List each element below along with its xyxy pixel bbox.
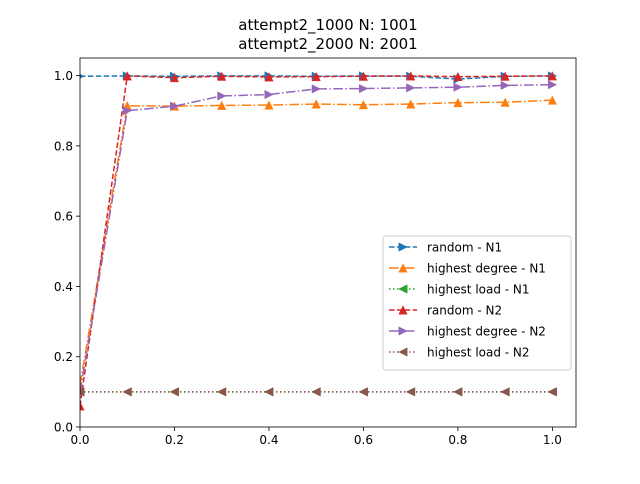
data-point-marker: [500, 80, 510, 91]
legend-label: highest degree - N2: [427, 325, 546, 339]
data-point-marker: [169, 72, 180, 83]
legend-item: highest degree - N1: [389, 262, 546, 276]
y-tick-label: 0.6: [54, 210, 73, 224]
data-point-marker: [311, 71, 321, 82]
data-point-marker: [80, 401, 85, 411]
legend-marker-sample: [398, 242, 408, 252]
data-point-marker: [547, 95, 557, 105]
x-tick-label: 0.2: [165, 433, 184, 447]
data-point-marker: [406, 99, 416, 109]
series-highestload-n2: [80, 387, 557, 397]
data-point-marker: [170, 101, 180, 111]
y-tick-label: 0.4: [54, 280, 73, 294]
legend-label: random - N1: [427, 241, 502, 255]
legend-marker-sample: [398, 347, 408, 357]
data-point-marker: [358, 71, 369, 81]
data-point-marker: [264, 89, 274, 100]
data-point-marker: [80, 73, 85, 79]
y-tick-label: 0.2: [54, 350, 73, 364]
data-point-marker: [80, 387, 85, 397]
data-point-marker: [122, 106, 132, 116]
legend-item: highest degree - N2: [389, 325, 546, 339]
chart-title-line-2: attempt2_2000 N: 2001: [238, 35, 417, 54]
axes: 0.0 0.2 0.4 0.6 0.8 1.0 0.0 0.2 0.4 0.6 0.8 1.0: [54, 57, 577, 447]
series-random-n2: [80, 71, 557, 411]
data-point-marker: [500, 387, 510, 397]
data-point-marker: [500, 97, 510, 107]
data-point-marker: [358, 99, 369, 110]
data-point-marker: [311, 387, 321, 397]
data-point-marker: [358, 83, 369, 94]
legend-item: random - N2: [389, 304, 502, 318]
legend-label: highest degree - N1: [427, 262, 546, 276]
data-point-marker: [122, 71, 132, 81]
chart-title-line-1: attempt2_1000 N: 1001: [238, 16, 417, 35]
legend: random - N1 highest degree - N1 highest lo…: [382, 235, 572, 371]
legend-item: highest load - N2: [389, 346, 530, 360]
data-point-marker: [406, 83, 416, 93]
legend-label: highest load - N2: [427, 346, 530, 360]
data-point-marker: [500, 71, 510, 81]
series-line: [80, 99, 553, 385]
data-point-marker: [406, 71, 416, 81]
y-tick-label: 0.0: [54, 421, 73, 435]
plot-area: [80, 71, 558, 411]
series-highestdegree-n2: [80, 80, 558, 395]
data-point-marker: [547, 387, 557, 397]
data-point-marker: [311, 84, 321, 94]
data-point-marker: [547, 71, 557, 81]
data-point-marker: [405, 387, 416, 397]
legend-label: highest load - N1: [427, 283, 530, 297]
data-point-marker: [311, 99, 321, 109]
data-point-marker: [358, 387, 368, 397]
legend-marker-sample: [398, 284, 408, 294]
legend-label: random - N2: [427, 304, 502, 318]
data-point-marker: [217, 91, 227, 101]
data-point-marker: [453, 97, 463, 108]
axes-frame: [79, 57, 577, 428]
legend-marker-sample: [398, 326, 408, 336]
series-line: [80, 83, 553, 392]
data-point-marker: [169, 387, 179, 397]
data-point-marker: [217, 71, 227, 81]
data-point-marker: [264, 72, 274, 82]
y-tick-label: 1.0: [54, 69, 73, 83]
data-point-marker: [547, 80, 558, 90]
x-tick-label: 0.6: [354, 433, 373, 447]
legend-box: [382, 235, 572, 371]
data-point-marker: [453, 82, 463, 92]
data-point-marker: [264, 100, 274, 110]
y-tick-label: 0.8: [54, 139, 73, 153]
x-tick-label: 0.8: [448, 433, 467, 447]
data-point-marker: [216, 387, 227, 397]
data-point-marker: [217, 100, 227, 110]
data-point-marker: [453, 71, 463, 82]
data-point-marker: [453, 387, 463, 397]
x-tick-label: 1.0: [543, 433, 562, 447]
legend-item: highest load - N1: [389, 283, 530, 297]
legend-item: random - N1: [389, 241, 502, 255]
data-point-marker: [264, 387, 274, 397]
legend-marker-sample: [398, 263, 408, 273]
x-tick-label: 0.4: [259, 433, 278, 447]
x-tick-label: 0.0: [70, 433, 89, 447]
data-point-marker: [122, 387, 132, 397]
legend-marker-sample: [398, 305, 408, 315]
